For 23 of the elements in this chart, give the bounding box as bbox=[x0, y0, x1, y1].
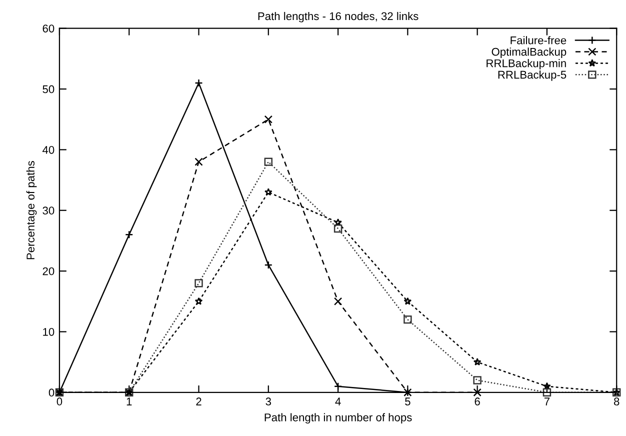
x-axis-title: Path length in number of hops bbox=[264, 413, 412, 424]
legend-label: RRLBackup-min bbox=[486, 59, 566, 70]
x-tick-label: 4 bbox=[335, 398, 341, 406]
y-tick-label: 20 bbox=[42, 267, 54, 276]
chart-title: Path lengths - 16 nodes, 32 links bbox=[258, 12, 418, 22]
y-tick-label: 0 bbox=[48, 388, 54, 397]
y-tick-label: 40 bbox=[42, 146, 54, 154]
x-tick-label: 7 bbox=[544, 398, 550, 406]
x-tick-label: 3 bbox=[266, 398, 271, 406]
y-tick-label: 50 bbox=[42, 85, 54, 94]
y-tick-label: 30 bbox=[42, 206, 54, 215]
x-tick-label: 6 bbox=[474, 398, 480, 406]
y-axis-title: Percentage of paths bbox=[26, 161, 37, 260]
legend-label: RRLBackup-5 bbox=[498, 70, 566, 81]
x-tick-label: 8 bbox=[614, 398, 620, 406]
x-tick-label: 2 bbox=[196, 398, 202, 406]
legend-label: Failure-free bbox=[510, 36, 566, 44]
x-tick-label: 0 bbox=[56, 398, 62, 406]
x-tick-label: 5 bbox=[405, 398, 410, 406]
x-tick-label: 1 bbox=[126, 398, 132, 406]
y-tick-label: 10 bbox=[43, 328, 54, 336]
y-tick-label: 60 bbox=[42, 24, 54, 32]
legend-label: OptimalBackup bbox=[492, 48, 566, 58]
